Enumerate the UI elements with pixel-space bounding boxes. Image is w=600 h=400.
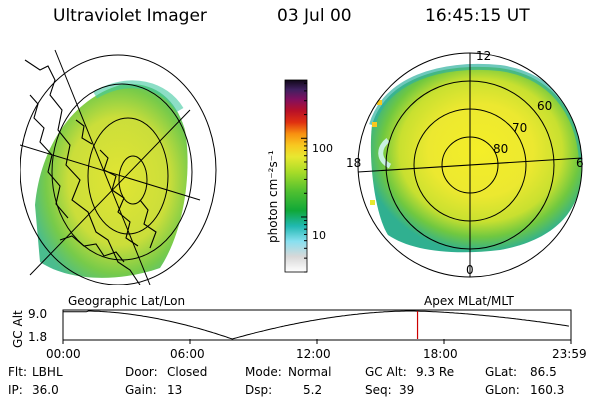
polar-lat-label-60: 60 (537, 99, 552, 113)
color-bar-tick-label: 100 (312, 142, 333, 155)
geo-meridian (29, 109, 191, 276)
altitude-plot-frame (62, 309, 572, 341)
gcalt-value: 9.3 Re (416, 365, 454, 379)
coastline (75, 119, 93, 145)
altitude-curve (63, 310, 569, 340)
polar-bright-spot (372, 122, 377, 127)
mode-label: Mode: (245, 365, 282, 379)
polar-mlt-label-6: 6 (576, 156, 584, 170)
door-value: Closed (167, 365, 207, 379)
observation-time: 16:45:15 UT (425, 6, 530, 26)
ip-value: 36.0 (32, 383, 59, 397)
instrument-title: Ultraviolet Imager (53, 6, 207, 26)
geo-latitude-ring (87, 117, 169, 235)
time-tick-label: 00:00 (46, 347, 81, 361)
geo-dayside-edge (93, 80, 184, 113)
dsp-label: Dsp: (245, 383, 272, 397)
color-bar: 100 10 photon cm⁻²s⁻¹ (266, 79, 333, 273)
gain-label: Gain: (125, 383, 157, 397)
ip-label: IP: (8, 383, 23, 397)
altitude-tick-min: 1.8 (28, 330, 47, 344)
polar-arc-feature (378, 138, 392, 169)
altitude-timeline: GC Alt 9.0 1.8 00:00 06:00 12:00 18:00 2… (11, 307, 587, 361)
polar-mlt-label-12: 12 (476, 49, 491, 63)
coastline (59, 235, 125, 263)
glat-value: 86.5 (530, 365, 557, 379)
gain-value: 13 (167, 383, 182, 397)
glon-label: GLon: (485, 383, 520, 397)
instrument-status: Flt: LBHL IP: 36.0 Door: Closed Gain: 13… (8, 365, 564, 397)
polar-mlt-label-18: 18 (346, 156, 361, 170)
time-tick-label: 18:00 (423, 347, 458, 361)
coastline (139, 199, 157, 249)
glat-label: GLat: (485, 365, 517, 379)
polar-meridian-18-6 (357, 157, 583, 173)
coastline (24, 59, 141, 285)
glon-value: 160.3 (530, 383, 564, 397)
apex-map-label: Apex MLat/MLT (424, 294, 514, 308)
altitude-axis-label: GC Alt (11, 310, 25, 348)
time-tick-label: 23:59 (552, 347, 587, 361)
door-label: Door: (125, 365, 158, 379)
geographic-map (20, 49, 217, 285)
geo-meridian (54, 49, 151, 285)
observation-date: 03 Jul 00 (277, 6, 352, 26)
mode-value: Normal (288, 365, 331, 379)
geographic-map-label: Geographic Lat/Lon (68, 294, 185, 308)
polar-mlt-label-0: 0 (466, 263, 474, 277)
time-tick-label: 12:00 (296, 347, 331, 361)
altitude-tick-max: 9.0 (28, 307, 47, 321)
flt-value: LBHL (32, 365, 63, 379)
seq-label: Seq: (365, 383, 392, 397)
color-bar-tick-label: 10 (312, 229, 326, 242)
color-bar-unit-label: photon cm⁻²s⁻¹ (266, 150, 280, 243)
coastline (99, 149, 139, 247)
flt-label: Flt: (8, 365, 27, 379)
seq-value: 39 (399, 383, 414, 397)
geo-latitude-ring (20, 54, 217, 285)
polar-bright-spot (369, 230, 375, 236)
apex-polar-plot: 12 18 6 0 60 70 80 (346, 49, 584, 278)
gcalt-label: GC Alt: (365, 365, 407, 379)
polar-auroral-emission (370, 66, 582, 253)
coastline (29, 94, 69, 219)
geo-auroral-emission (35, 84, 188, 278)
polar-bright-spot (370, 200, 375, 205)
dsp-value: 5.2 (303, 383, 322, 397)
polar-bright-spot (377, 100, 382, 105)
geo-latitude-ring (118, 155, 148, 205)
time-tick-label: 06:00 (170, 347, 205, 361)
polar-lat-label-70: 70 (512, 121, 527, 135)
polar-lat-label-80: 80 (493, 142, 508, 156)
color-bar-gradient (284, 79, 308, 273)
